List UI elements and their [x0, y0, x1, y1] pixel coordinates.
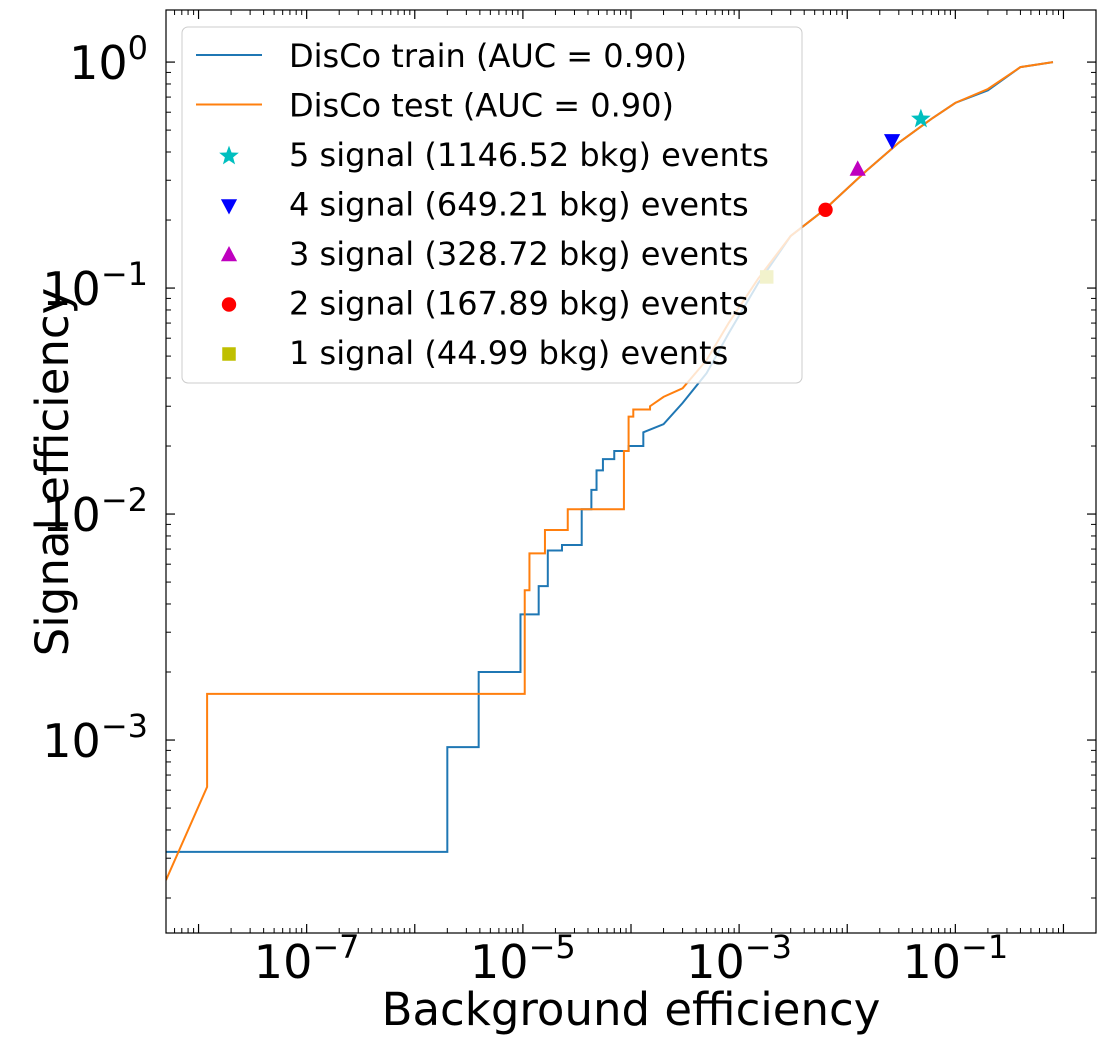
legend-marker-1-signal: [222, 347, 236, 361]
plot-frame: [165, 9, 1097, 934]
legend-label-4-signal: 4 signal (649.21 bkg) events: [289, 186, 749, 224]
x-tick-labels: 10−7 10−5 10−3 10−1: [254, 928, 1008, 989]
legend-label-2-signal: 2 signal (167.89 bkg) events: [289, 285, 749, 323]
marker-triangle-up-3-signal: [849, 160, 866, 176]
legend-label-test: DisCo test (AUC = 0.90): [289, 87, 674, 125]
x-tick-label: 10−3: [686, 928, 792, 989]
y-tick-label: 10−3: [42, 707, 148, 768]
marker-circle-2-signal: [818, 202, 833, 217]
y-tick-labels: 10−3 10−2 10−1 100: [42, 29, 148, 768]
marker-triangle-down-4-signal: [883, 134, 901, 150]
legend-marker-5-signal: [219, 145, 239, 165]
legend-box: [181, 26, 803, 384]
legend-marker-3-signal: [220, 246, 238, 262]
series-layer: [166, 61, 1054, 881]
series-line-test: [166, 61, 1054, 881]
legend-label-1-signal: 1 signal (44.99 bkg) events: [289, 334, 728, 372]
legend: DisCo train (AUC = 0.90) DisCo test (AUC …: [181, 26, 803, 384]
y-tick-label: 10−1: [42, 255, 148, 316]
x-axis-label: Background efficiency: [382, 983, 881, 1036]
major-ticks: [166, 10, 1096, 933]
x-tick-label: 10−5: [470, 928, 576, 989]
y-axis-label: Signal efficiency: [26, 288, 79, 657]
legend-marker-4-signal: [220, 199, 238, 215]
minor-ticks: [166, 10, 1096, 933]
legend-label-train: DisCo train (AUC = 0.90): [289, 37, 687, 75]
marker-star-5-signal: [911, 108, 931, 128]
y-tick-label: 100: [69, 29, 148, 90]
legend-marker-2-signal: [221, 297, 237, 312]
legend-label-5-signal: 5 signal (1146.52 bkg) events: [289, 136, 769, 174]
x-tick-label: 10−1: [902, 928, 1008, 989]
x-tick-label: 10−7: [254, 928, 360, 989]
y-tick-label: 10−2: [42, 481, 148, 542]
legend-label-3-signal: 3 signal (328.72 bkg) events: [289, 235, 749, 273]
